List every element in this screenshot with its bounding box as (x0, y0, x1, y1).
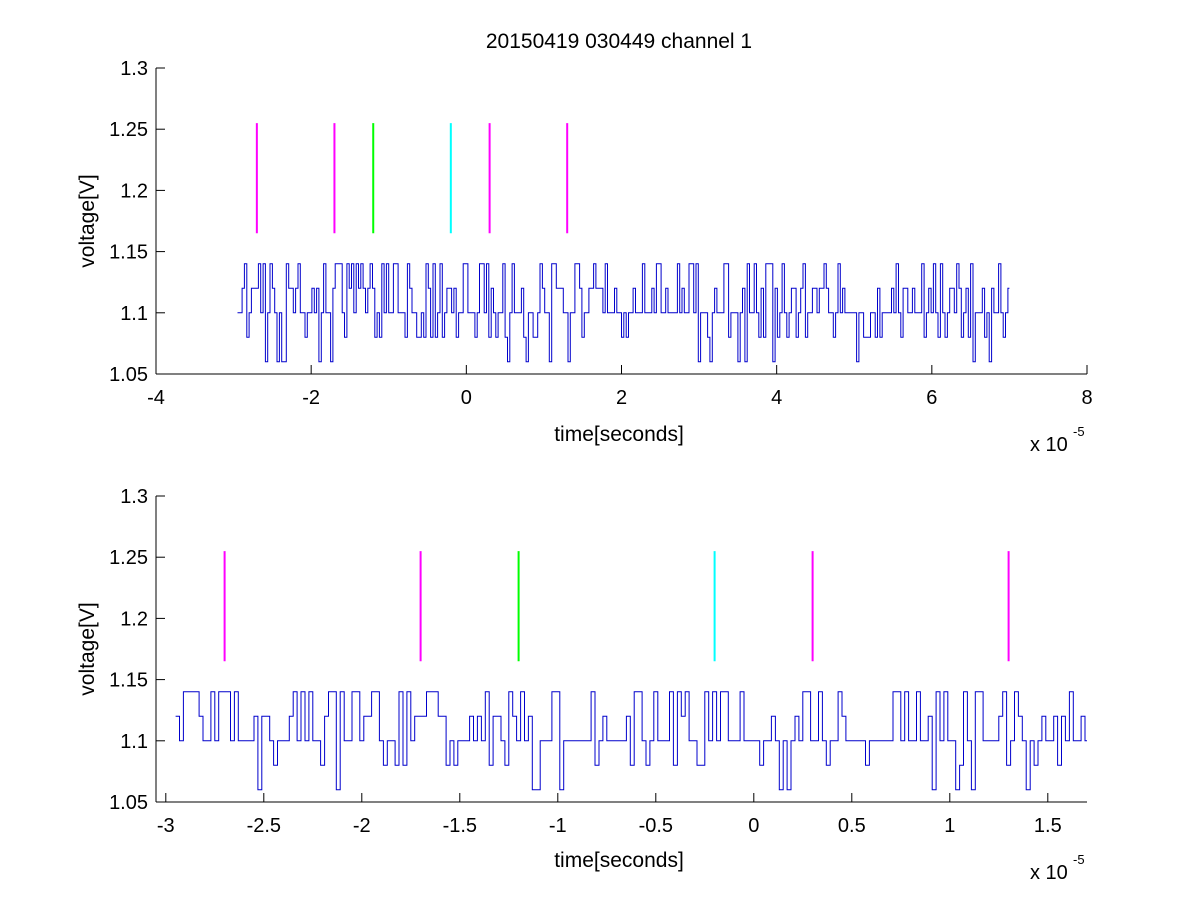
top-x-tick-label: -2 (302, 387, 320, 409)
bottom-y-tick-label: 1.15 (109, 670, 148, 692)
top-x-tick-label: 4 (771, 387, 782, 409)
bottom-x-tick-label: 1.5 (1034, 815, 1062, 837)
bottom-x-tick-label: -2.5 (247, 815, 281, 837)
bottom-x-tick-label: 0.5 (838, 815, 866, 837)
bottom-y-tick-label: 1.2 (120, 608, 148, 630)
top-x-tick-label: 0 (461, 387, 472, 409)
bottom-x-multiplier-base: x 10 (1030, 862, 1068, 884)
top-y-tick-label: 1.25 (109, 119, 148, 141)
bottom-x-tick-label: -1 (549, 815, 567, 837)
bottom-x-multiplier: x 10 -5 (1030, 852, 1085, 884)
top-x-multiplier-base: x 10 (1030, 434, 1068, 456)
bottom-x-tick-label: -1.5 (443, 815, 477, 837)
top-y-tick-label: 1.05 (109, 364, 148, 386)
bottom-x-tick-label: 0 (748, 815, 759, 837)
top-x-tick-label: 8 (1081, 387, 1092, 409)
top-x-axis-label: time[seconds] (554, 423, 684, 446)
top-signal (237, 263, 1010, 363)
bottom-axes-frame (155, 496, 1087, 803)
bottom-markers (223, 551, 1010, 662)
bottom-y-axis-label: voltage[V] (76, 602, 99, 695)
bottom-y-ticks: 1.05 1.1 1.15 1.2 1.25 1.3 (109, 486, 165, 814)
bottom-x-tick-label: -2 (353, 815, 371, 837)
top-subplot: 20150419 030449 channel 1 -4 -2 0 2 4 6 8 1.05… (76, 30, 1093, 456)
top-signal-line (237, 263, 1010, 363)
top-y-tick-label: 1.3 (120, 58, 148, 80)
bottom-y-tick-label: 1.1 (120, 731, 148, 753)
bottom-y-tick-label: 1.05 (109, 792, 148, 814)
top-y-ticks: 1.05 1.1 1.15 1.2 1.25 1.3 (109, 58, 165, 386)
top-markers (255, 123, 569, 234)
bottom-x-axis-label: time[seconds] (554, 849, 684, 872)
bottom-x-tick-label: 1 (944, 815, 955, 837)
bottom-subplot: -3 -2.5 -2 -1.5 -1 -0.5 0 0.5 1 1.5 1.051.11.151.… (76, 486, 1087, 884)
bottom-x-ticks: -3 -2.5 -2 -1.5 -1 -0.5 0 0.5 1 1.5 (157, 793, 1062, 837)
top-x-ticks: -4 -2 0 2 4 6 8 (147, 365, 1093, 409)
bottom-x-tick-label: -3 (157, 815, 175, 837)
top-x-multiplier-exponent: -5 (1073, 424, 1085, 439)
top-x-multiplier: x 10 -5 (1030, 424, 1085, 456)
top-y-axis-label: voltage[V] (76, 174, 99, 267)
top-y-tick-label: 1.15 (109, 242, 148, 264)
top-y-tick-label: 1.1 (120, 303, 148, 325)
top-x-tick-label: -4 (147, 387, 165, 409)
bottom-x-tick-label: -0.5 (639, 815, 673, 837)
bottom-signal-line (175, 691, 1087, 791)
top-y-tick-label: 1.2 (120, 180, 148, 202)
top-x-tick-label: 6 (926, 387, 937, 409)
bottom-x-multiplier-exponent: -5 (1073, 852, 1085, 867)
chart-title: 20150419 030449 channel 1 (486, 30, 752, 53)
bottom-signal (175, 691, 1087, 791)
top-x-tick-label: 2 (616, 387, 627, 409)
bottom-y-tick-label: 1.3 (120, 486, 148, 508)
bottom-y-tick-label: 1.25 (109, 547, 148, 569)
